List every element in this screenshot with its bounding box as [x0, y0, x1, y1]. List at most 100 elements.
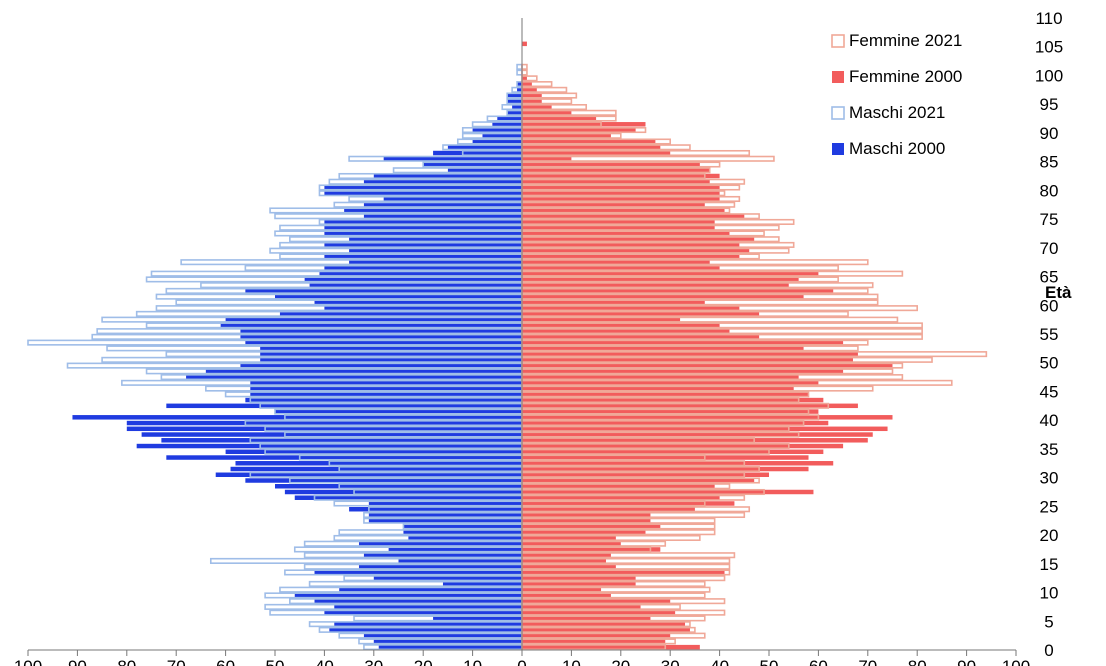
x-tick-label: 90 [68, 657, 87, 666]
legend-swatch [831, 34, 845, 48]
bar-maschi-2000-age-84 [423, 162, 522, 167]
bar-femmine-2000-age-36 [522, 438, 868, 443]
bar-femmine-2000-age-15 [522, 558, 606, 564]
bar-femmine-2000-age-0 [522, 644, 700, 650]
bar-maschi-2000-age-87 [447, 145, 522, 150]
bar-femmine-2000-age-41 [522, 409, 819, 414]
bar-femmine-2000-age-19 [522, 535, 616, 541]
bar-femmine-2000-age-25 [522, 501, 735, 506]
bar-maschi-2000-age-74 [324, 219, 522, 225]
bar-maschi-2000-age-53 [245, 340, 523, 345]
bar-femmine-2000-age-20 [522, 529, 646, 535]
bar-maschi-2000-age-66 [324, 265, 522, 271]
bar-femmine-2000-age-83 [522, 168, 710, 173]
x-tick-label: 80 [908, 657, 927, 666]
bar-maschi-2000-age-79 [324, 191, 522, 196]
bar-femmine-2000-age-57 [522, 317, 681, 322]
x-tick-label: 50 [760, 657, 779, 666]
bar-femmine-2000-age-21 [522, 524, 661, 529]
bar-maschi-2000-age-16 [363, 552, 522, 558]
x-tick-label: 10 [562, 657, 581, 666]
bar-femmine-2000-age-87 [522, 145, 661, 150]
bar-maschi-2000-age-50 [260, 357, 522, 363]
y-tick-label: 25 [1040, 497, 1059, 516]
axes-group [27, 18, 1017, 656]
bar-femmine-2000-age-51 [522, 351, 858, 357]
bar-maschi-2000-age-34 [225, 449, 522, 455]
bar-maschi-2000-age-26 [294, 495, 522, 500]
y-tick-label: 30 [1040, 469, 1059, 488]
bar-femmine-2000-age-81 [522, 179, 710, 184]
bar-femmine-2000-age-45 [522, 386, 794, 391]
bar-maschi-2000-age-78 [383, 196, 522, 202]
bar-femmine-2000-age-72 [522, 231, 730, 236]
bar-femmine-2000-age-17 [522, 547, 661, 552]
bar-maschi-2000-age-67 [349, 259, 522, 265]
bar-maschi-2000-age-3 [329, 627, 522, 633]
bar-maschi-2000-age-83 [447, 168, 522, 173]
bar-maschi-2000-age-59 [324, 305, 522, 311]
bar-maschi-2000-age-39 [126, 420, 523, 426]
bar-femmine-2000-age-50 [522, 357, 853, 363]
bar-maschi-2000-age-33 [166, 455, 522, 460]
x-tick-label: 70 [167, 657, 186, 666]
bar-maschi-2000-age-41 [275, 409, 522, 414]
bar-maschi-2000-age-27 [284, 489, 522, 495]
bar-femmine-2000-age-39 [522, 420, 829, 426]
y-tick-labels: 0 5 10 15 20 25 30 35 40 45 50 55 60 65 70 75 80 85 90 95 10… [1035, 9, 1063, 660]
bar-femmine-2000-age-78 [522, 196, 720, 202]
bar-femmine-2000-age-43 [522, 397, 824, 403]
bar-maschi-2000-age-43 [245, 397, 523, 403]
bar-maschi-2000-age-55 [240, 328, 523, 334]
y-tick-label: 15 [1040, 555, 1059, 574]
bar-maschi-2000-age-22 [368, 518, 522, 523]
y-tick-label: 5 [1044, 612, 1053, 631]
x-tick-label: 10 [463, 657, 482, 666]
bar-femmine-2000-age-52 [522, 346, 804, 351]
bar-femmine-2000-age-38 [522, 426, 888, 432]
y-tick-label: 75 [1040, 210, 1059, 229]
bar-maschi-2000-age-28 [275, 484, 522, 489]
bar-femmine-2000-age-89 [522, 133, 611, 139]
y-tick-label: 45 [1040, 382, 1059, 401]
bar-femmine-2000-age-35 [522, 443, 844, 449]
bar-femmine-2000-age-5 [522, 616, 651, 621]
bar-femmine-2000-age-26 [522, 495, 720, 500]
x-tick-label: 40 [710, 657, 729, 666]
bar-maschi-2000-age-82 [373, 173, 522, 179]
legend-label: Femmine 2000 [849, 67, 962, 86]
x-tick-labels: 1009080706050403020100102030405060708090… [14, 657, 1030, 666]
bar-maschi-2000-age-25 [368, 501, 522, 506]
bar-maschi-2000-age-91 [492, 122, 522, 127]
bar-maschi-2000-age-68 [324, 254, 522, 259]
bar-maschi-2000-age-37 [141, 432, 522, 437]
bar-maschi-2000-age-21 [403, 524, 522, 529]
x-tick-label: 100 [14, 657, 42, 666]
bar-maschi-2000-age-85 [383, 156, 522, 161]
bar-maschi-2000-age-90 [472, 127, 522, 133]
x-tick-label: 40 [315, 657, 334, 666]
bar-femmine-2000-age-67 [522, 259, 710, 265]
bar-maschi-2000-age-70 [324, 242, 522, 248]
bar-femmine-2000-age-11 [522, 581, 636, 587]
male-bars-group [27, 63, 523, 651]
legend: Femmine 2021 Femmine 2000 Maschi 2021 Masch… [831, 31, 962, 158]
bar-femmine-2000-age-23 [522, 512, 651, 518]
bar-maschi-2000-age-80 [324, 185, 522, 190]
bar-maschi-2000-age-17 [388, 547, 522, 552]
bar-maschi-2000-age-20 [403, 529, 522, 535]
y-axis-title: Età [1045, 283, 1072, 302]
bar-femmine-2000-age-64 [522, 277, 799, 282]
bar-maschi-2000-age-94 [512, 104, 522, 110]
bar-femmine-2000-age-94 [522, 104, 552, 110]
bar-femmine-2000-age-54 [522, 334, 760, 340]
bar-femmine-2000-age-68 [522, 254, 740, 259]
bar-maschi-2000-age-81 [363, 179, 522, 184]
bar-femmine-2000-age-66 [522, 265, 720, 271]
bar-femmine-2000-age-34 [522, 449, 824, 455]
bar-femmine-2000-age-42 [522, 403, 858, 409]
bar-maschi-2000-age-11 [442, 581, 522, 587]
bar-femmine-2000-age-2 [522, 633, 671, 638]
y-tick-label: 55 [1040, 325, 1059, 344]
